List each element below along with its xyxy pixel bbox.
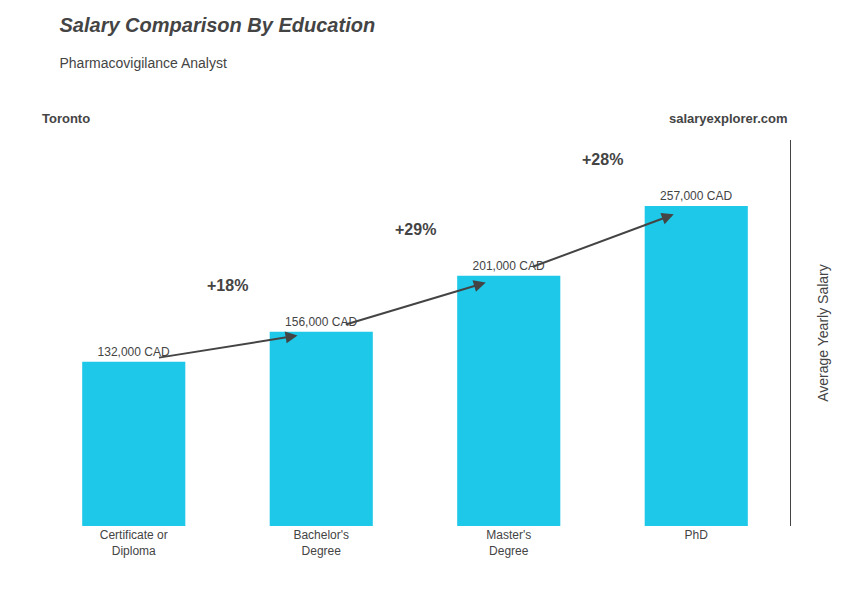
svg-text:257,000 CAD: 257,000 CAD [660,189,732,203]
svg-text:Pharmacovigilance Analyst: Pharmacovigilance Analyst [60,55,227,71]
svg-text:Average Yearly Salary: Average Yearly Salary [815,264,831,402]
svg-text:salaryexplorer.com: salaryexplorer.com [669,111,788,126]
svg-text:Toronto: Toronto [42,111,90,126]
svg-text:+28%: +28% [582,151,623,168]
svg-text:132,000 CAD: 132,000 CAD [98,345,170,359]
svg-text:PhD: PhD [685,528,709,542]
svg-text:+18%: +18% [207,277,248,294]
svg-text:Bachelor'sDegree: Bachelor'sDegree [293,528,349,558]
svg-text:156,000 CAD: 156,000 CAD [285,315,357,329]
svg-text:201,000 CAD: 201,000 CAD [473,259,545,273]
svg-text:+29%: +29% [395,221,436,238]
svg-text:Salary Comparison By Education: Salary Comparison By Education [60,14,376,36]
svg-text:Certificate orDiploma: Certificate orDiploma [100,528,168,558]
svg-text:Master'sDegree: Master'sDegree [486,528,531,558]
